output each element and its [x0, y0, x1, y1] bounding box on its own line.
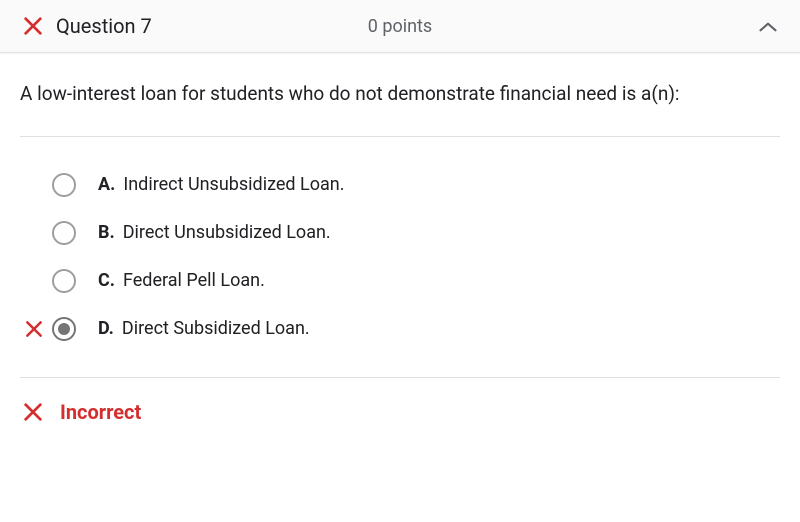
- close-icon[interactable]: [22, 15, 44, 37]
- chevron-up-icon[interactable]: [758, 19, 778, 33]
- wrong-mark-icon: [16, 319, 52, 339]
- option-row[interactable]: D. Direct Subsidized Loan.: [16, 305, 784, 353]
- radio-unchecked[interactable]: [52, 173, 76, 197]
- radio-unchecked[interactable]: [52, 269, 76, 293]
- question-title: Question 7: [56, 14, 152, 38]
- option-row[interactable]: C. Federal Pell Loan.: [16, 257, 784, 305]
- incorrect-icon: [22, 401, 44, 423]
- option-text: Direct Unsubsidized Loan.: [123, 222, 331, 243]
- options-list: A. Indirect Unsubsidized Loan. B. Direct…: [16, 137, 784, 377]
- result-label: Incorrect: [60, 400, 141, 424]
- question-points: 0 points: [368, 16, 432, 37]
- option-text: Direct Subsidized Loan.: [122, 318, 310, 339]
- question-content: A low-interest loan for students who do …: [0, 53, 800, 424]
- option-text: Indirect Unsubsidized Loan.: [123, 174, 344, 195]
- option-row[interactable]: B. Direct Unsubsidized Loan.: [16, 209, 784, 257]
- option-row[interactable]: A. Indirect Unsubsidized Loan.: [16, 161, 784, 209]
- result-row: Incorrect: [16, 378, 784, 424]
- option-letter: A.: [98, 174, 115, 195]
- option-letter: D.: [98, 318, 114, 339]
- radio-checked[interactable]: [52, 317, 76, 341]
- option-letter: B.: [98, 222, 115, 243]
- question-text: A low-interest loan for students who do …: [16, 53, 784, 136]
- option-text: Federal Pell Loan.: [123, 270, 265, 291]
- option-letter: C.: [98, 270, 115, 291]
- question-header: Question 7 0 points: [0, 0, 800, 53]
- radio-unchecked[interactable]: [52, 221, 76, 245]
